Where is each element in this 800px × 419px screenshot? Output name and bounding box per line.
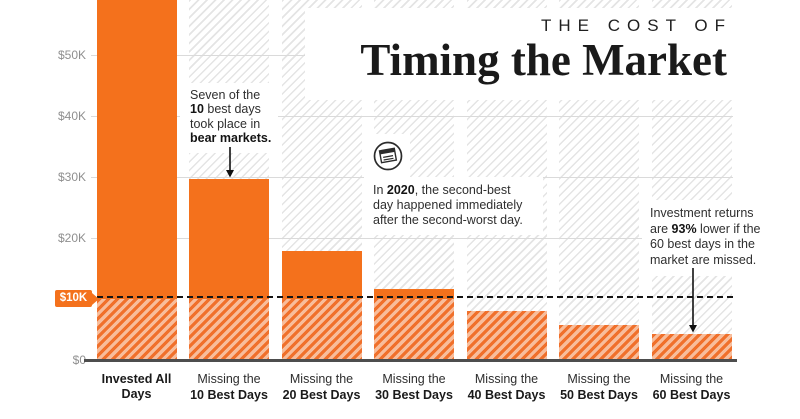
bar-solid-segment (96, 0, 177, 299)
annotation-2020-note: In 2020, the second-best day happened imm… (364, 177, 543, 236)
x-axis-category-label: Missing the 50 Best Days (560, 372, 638, 402)
gridline (91, 238, 733, 239)
y-axis-tick-label: $30K (57, 170, 86, 184)
annotation-returns-note: Investment returns are 93% lower if the 60… (642, 200, 768, 276)
threshold-badge-label: $10K (59, 292, 88, 304)
x-axis-category-label: Missing the 60 Best Days (652, 372, 731, 402)
x-axis-category-label: Missing the 20 Best Days (282, 372, 361, 402)
y-axis-tick-label: $50K (57, 48, 86, 62)
title-kicker: THE COST OF (541, 16, 732, 35)
bar-solid-segment (281, 251, 362, 299)
bar-hatched-segment (189, 299, 269, 360)
x-axis-category-label: Invested All Days (101, 372, 172, 401)
bar-hatched-segment (374, 299, 454, 360)
x-axis-category-label: Missing the 30 Best Days (375, 372, 453, 402)
bar-solid-segment (189, 178, 269, 299)
arrow-down-icon (226, 147, 234, 178)
bar-solid-segment (374, 288, 454, 299)
badge-pointer-tip (92, 292, 99, 305)
threshold-badge: $10K (55, 290, 99, 307)
y-axis-tick-label: $20K (57, 231, 86, 245)
threshold-dashed-line (97, 296, 733, 298)
y-axis-tick-label: $40K (57, 109, 86, 123)
page-title: Timing the Market (360, 35, 727, 85)
bar-hatched-segment (96, 299, 177, 360)
bar-hatched-segment (466, 311, 547, 360)
x-axis-category-label: Missing the 40 Best Days (467, 372, 546, 402)
x-axis-baseline (84, 359, 737, 362)
newspaper-icon (366, 134, 410, 178)
gridline (91, 116, 733, 117)
bar-hatched-segment (559, 325, 639, 360)
bar-hatched-segment (281, 299, 362, 360)
arrow-down-icon (689, 268, 697, 333)
bar-hatched-segment (651, 334, 732, 360)
x-axis-category-label: Missing the 10 Best Days (190, 372, 268, 402)
y-axis-tick-label: $0 (72, 353, 86, 367)
annotation-bear-markets: Seven of the 10 best days took place in bea… (180, 83, 278, 154)
title-block: THE COST OF Timing the Market (305, 8, 796, 100)
